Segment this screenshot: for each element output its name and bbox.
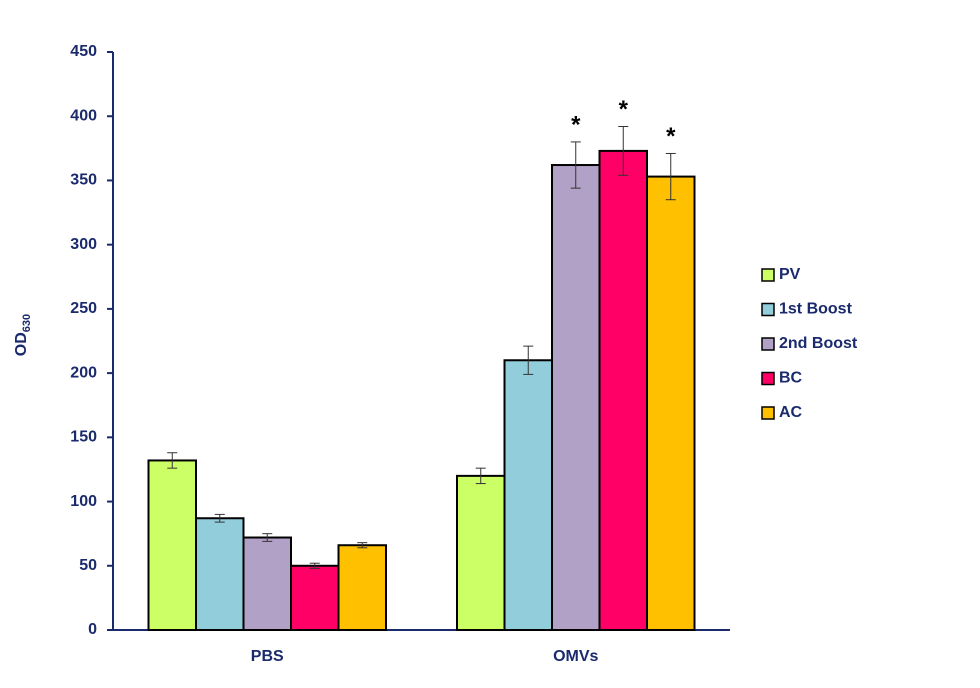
legend-label: BC bbox=[779, 370, 803, 387]
y-label-subscript: 630 bbox=[21, 314, 33, 332]
y-tick-label: 100 bbox=[70, 493, 97, 510]
legend-swatch bbox=[761, 371, 775, 386]
bar bbox=[503, 359, 553, 631]
x-tick-label: OMVs bbox=[553, 648, 598, 665]
y-tick-label: 350 bbox=[70, 172, 97, 189]
bar bbox=[551, 164, 601, 632]
bar bbox=[147, 459, 197, 631]
y-tick-label: 300 bbox=[70, 236, 97, 253]
bar bbox=[242, 536, 292, 632]
legend-swatch bbox=[761, 337, 775, 351]
legend-label: 1st Boost bbox=[779, 301, 853, 318]
legend-label: PV bbox=[779, 266, 801, 283]
y-axis-label: OD630 bbox=[13, 314, 33, 356]
y-tick-label: 250 bbox=[70, 300, 97, 317]
legend-label: AC bbox=[779, 404, 803, 421]
bar bbox=[456, 474, 506, 631]
y-tick-label: 200 bbox=[70, 364, 97, 381]
y-tick-label: 50 bbox=[79, 557, 97, 574]
y-tick-label: 450 bbox=[70, 43, 97, 60]
legend-swatch bbox=[761, 268, 775, 282]
y-tick-label: 0 bbox=[88, 621, 97, 638]
bar bbox=[195, 517, 245, 632]
bar bbox=[646, 175, 696, 631]
bar bbox=[337, 544, 387, 632]
y-tick-label: 400 bbox=[70, 107, 97, 124]
significance-mark: * bbox=[666, 123, 676, 150]
bar bbox=[598, 149, 648, 631]
significance-mark: * bbox=[571, 111, 581, 138]
y-tick-label: 150 bbox=[70, 429, 97, 446]
y-label-main: OD bbox=[13, 332, 30, 356]
legend-label: 2nd Boost bbox=[779, 335, 858, 352]
x-tick-label: PBS bbox=[251, 648, 284, 665]
legend-swatch bbox=[761, 406, 775, 420]
bar bbox=[290, 564, 340, 631]
significance-mark: * bbox=[619, 96, 629, 123]
legend-swatch bbox=[761, 302, 775, 317]
